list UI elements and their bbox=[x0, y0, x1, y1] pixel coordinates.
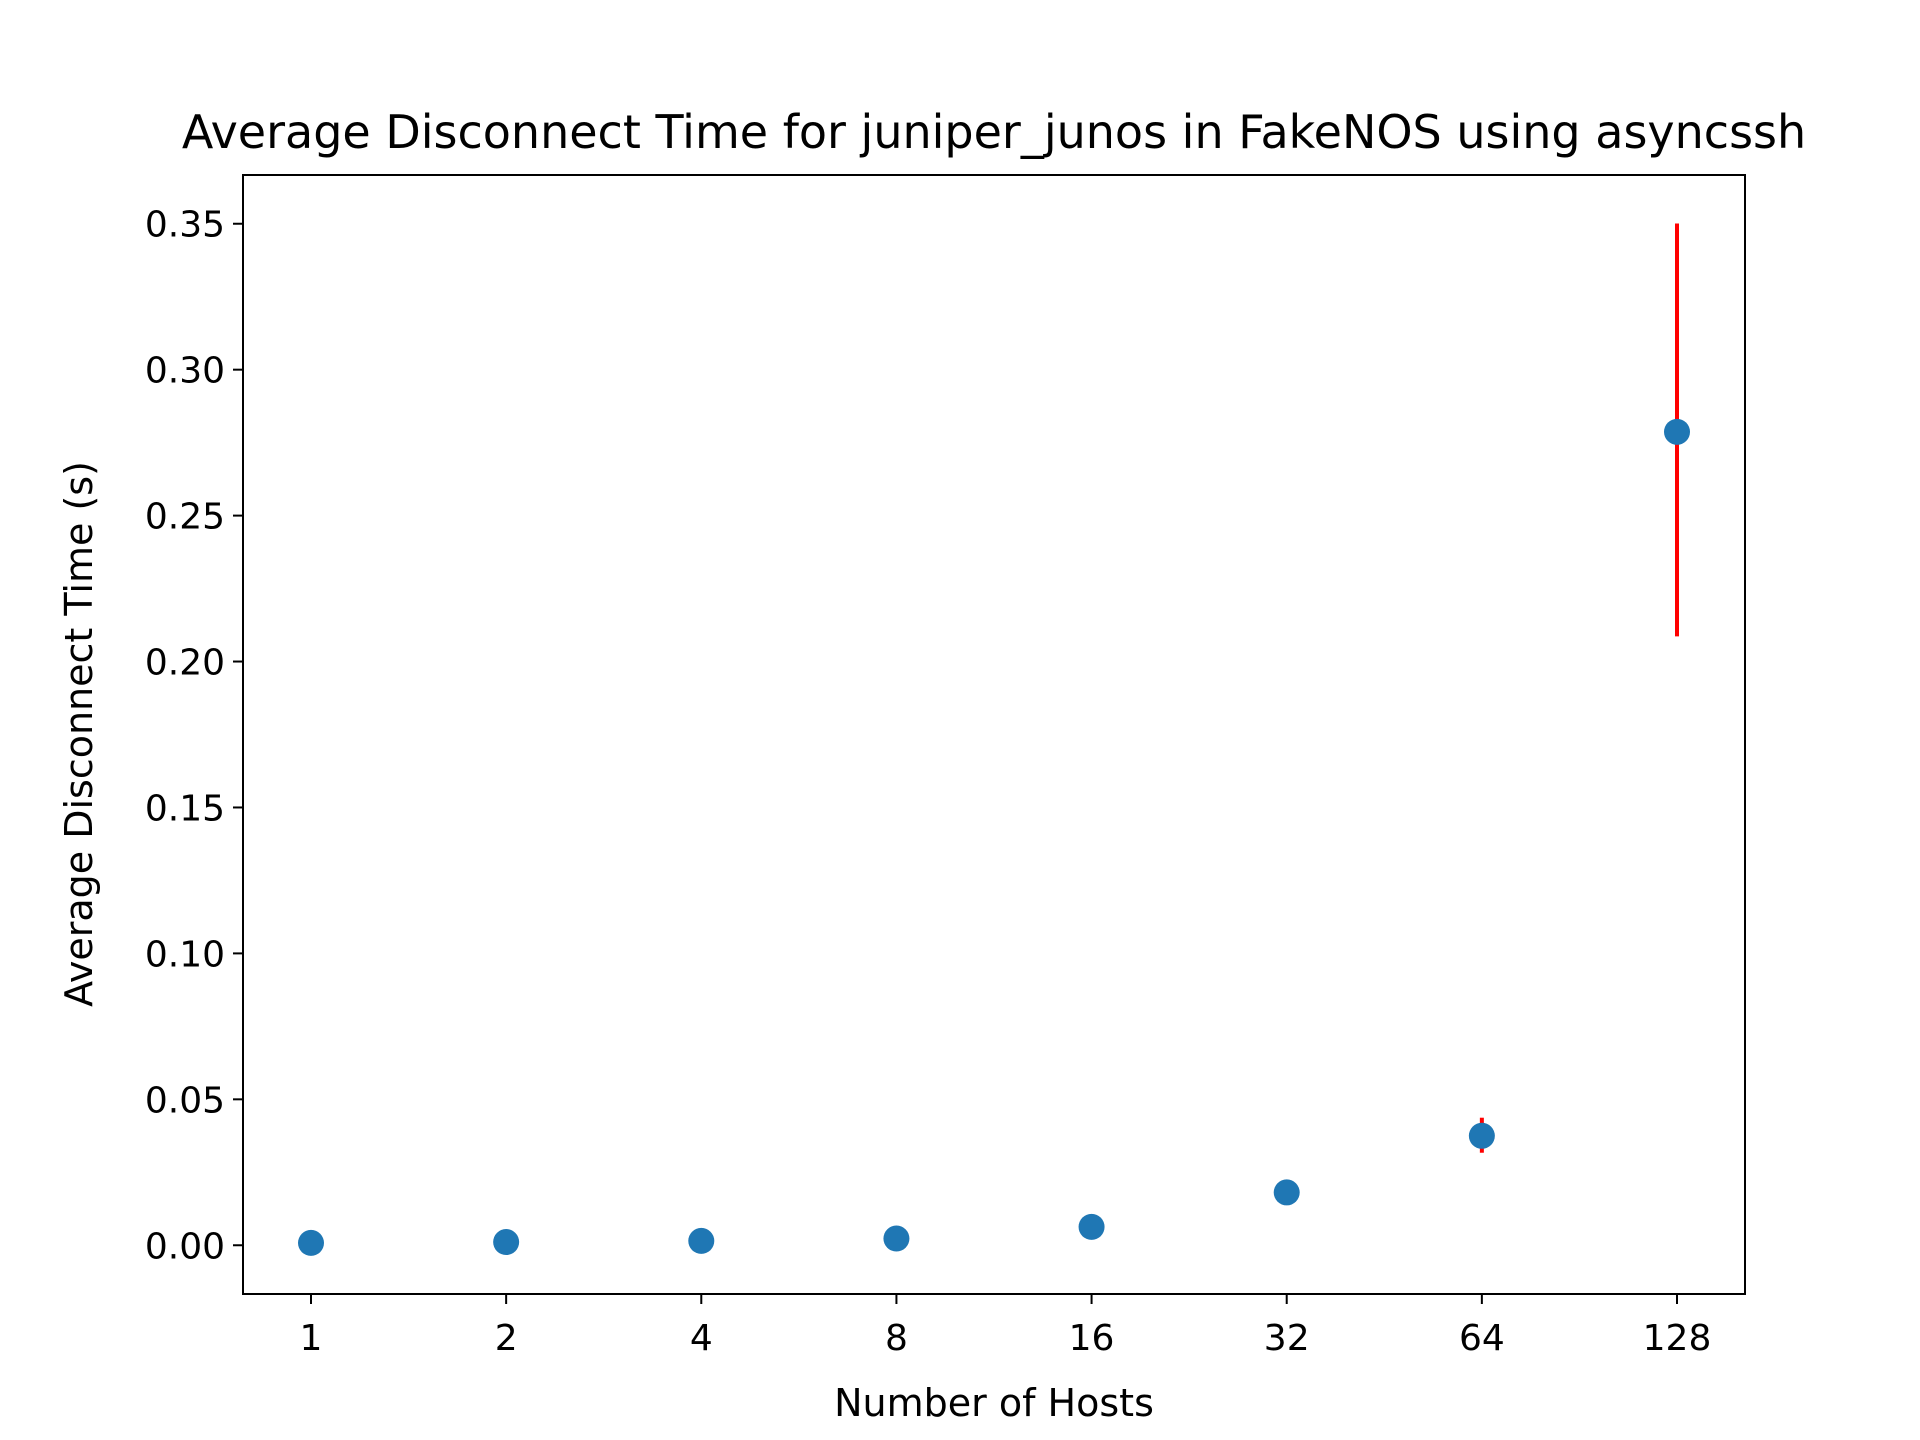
data-point bbox=[298, 1229, 324, 1256]
y-axis: 0.00 0.05 0.10 0.15 0.20 0.25 0.30 0.35 bbox=[145, 205, 243, 1267]
x-tick-label: 64 bbox=[1459, 1318, 1505, 1359]
data-point bbox=[1078, 1213, 1105, 1240]
data-point bbox=[1273, 1179, 1300, 1206]
x-tick-label: 128 bbox=[1643, 1318, 1712, 1359]
plot-frame bbox=[242, 174, 1746, 1295]
x-tick-label: 32 bbox=[1264, 1318, 1310, 1359]
x-axis: 1 2 4 8 16 32 64 128 bbox=[300, 1294, 1712, 1359]
x-tick-label: 1 bbox=[300, 1318, 323, 1359]
y-tick-label: 0.10 bbox=[145, 934, 225, 975]
y-tick-label: 0.05 bbox=[145, 1080, 225, 1121]
y-tick-label: 0.15 bbox=[145, 788, 225, 829]
x-tick-label: 2 bbox=[495, 1318, 518, 1359]
x-tick-label: 4 bbox=[690, 1318, 713, 1359]
data-point bbox=[688, 1227, 715, 1254]
y-tick-label: 0.35 bbox=[145, 205, 225, 246]
y-axis-label: Average Disconnect Time (s) bbox=[57, 461, 101, 1007]
x-tick-label: 16 bbox=[1069, 1318, 1115, 1359]
data-points bbox=[298, 418, 1690, 1256]
y-tick-label: 0.25 bbox=[145, 497, 225, 538]
y-tick-label: 0.00 bbox=[145, 1226, 225, 1267]
x-axis-label: Number of Hosts bbox=[834, 1381, 1154, 1425]
data-point bbox=[1664, 418, 1690, 445]
chart-title: Average Disconnect Time for juniper_juno… bbox=[182, 105, 1806, 159]
data-point bbox=[1468, 1122, 1495, 1149]
error-bars bbox=[1479, 223, 1679, 1153]
x-tick-label: 8 bbox=[885, 1318, 908, 1359]
data-point bbox=[493, 1229, 520, 1256]
data-point bbox=[883, 1225, 910, 1252]
y-tick-label: 0.30 bbox=[145, 351, 225, 392]
y-tick-label: 0.20 bbox=[145, 643, 225, 684]
